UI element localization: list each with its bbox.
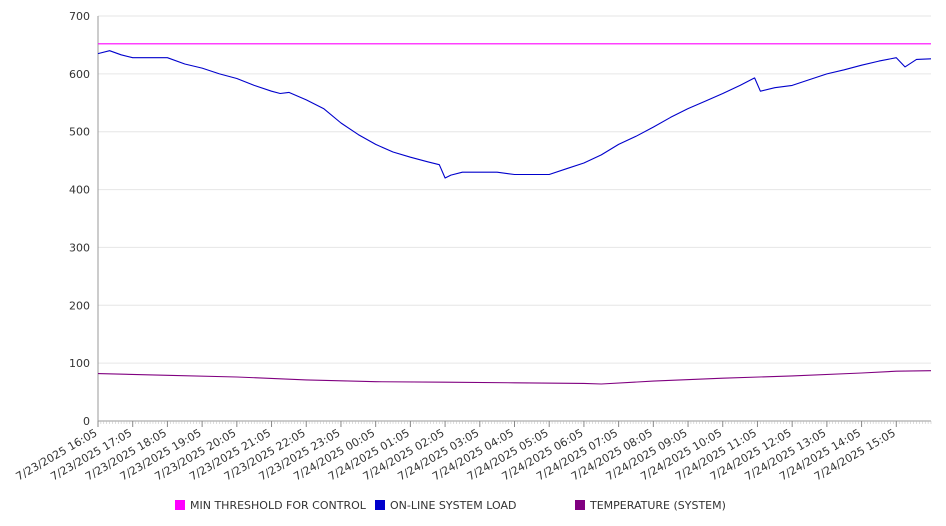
legend-label: ON-LINE SYSTEM LOAD bbox=[390, 499, 516, 512]
legend: MIN THRESHOLD FOR CONTROL ON-LINE SYSTEM … bbox=[175, 499, 726, 512]
series-line-3 bbox=[97, 370, 932, 385]
y-tick-label: 500 bbox=[69, 126, 90, 139]
legend-swatch bbox=[175, 500, 185, 510]
series-lines bbox=[97, 43, 932, 385]
y-tick-label: 600 bbox=[69, 68, 90, 81]
y-tick-label: 700 bbox=[69, 10, 90, 23]
y-tick-label: 400 bbox=[69, 184, 90, 197]
legend-swatch bbox=[575, 500, 585, 510]
y-tick-label: 100 bbox=[69, 357, 90, 370]
series-line-2 bbox=[97, 50, 932, 179]
legend-label: TEMPERATURE (SYSTEM) bbox=[589, 499, 726, 512]
x-tick-labels: 7/23/2025 16:057/23/2025 17:057/23/2025 … bbox=[14, 426, 898, 483]
gridlines bbox=[98, 15, 931, 364]
y-tick-label: 200 bbox=[69, 299, 90, 312]
axes bbox=[97, 16, 932, 427]
legend-label: MIN THRESHOLD FOR CONTROL bbox=[190, 499, 367, 512]
legend-swatch bbox=[375, 500, 385, 510]
y-tick-labels: 0 100 200 300 400 500 600 700 bbox=[69, 10, 90, 428]
y-tick-label: 300 bbox=[69, 241, 90, 254]
y-tick-label: 0 bbox=[83, 415, 90, 428]
